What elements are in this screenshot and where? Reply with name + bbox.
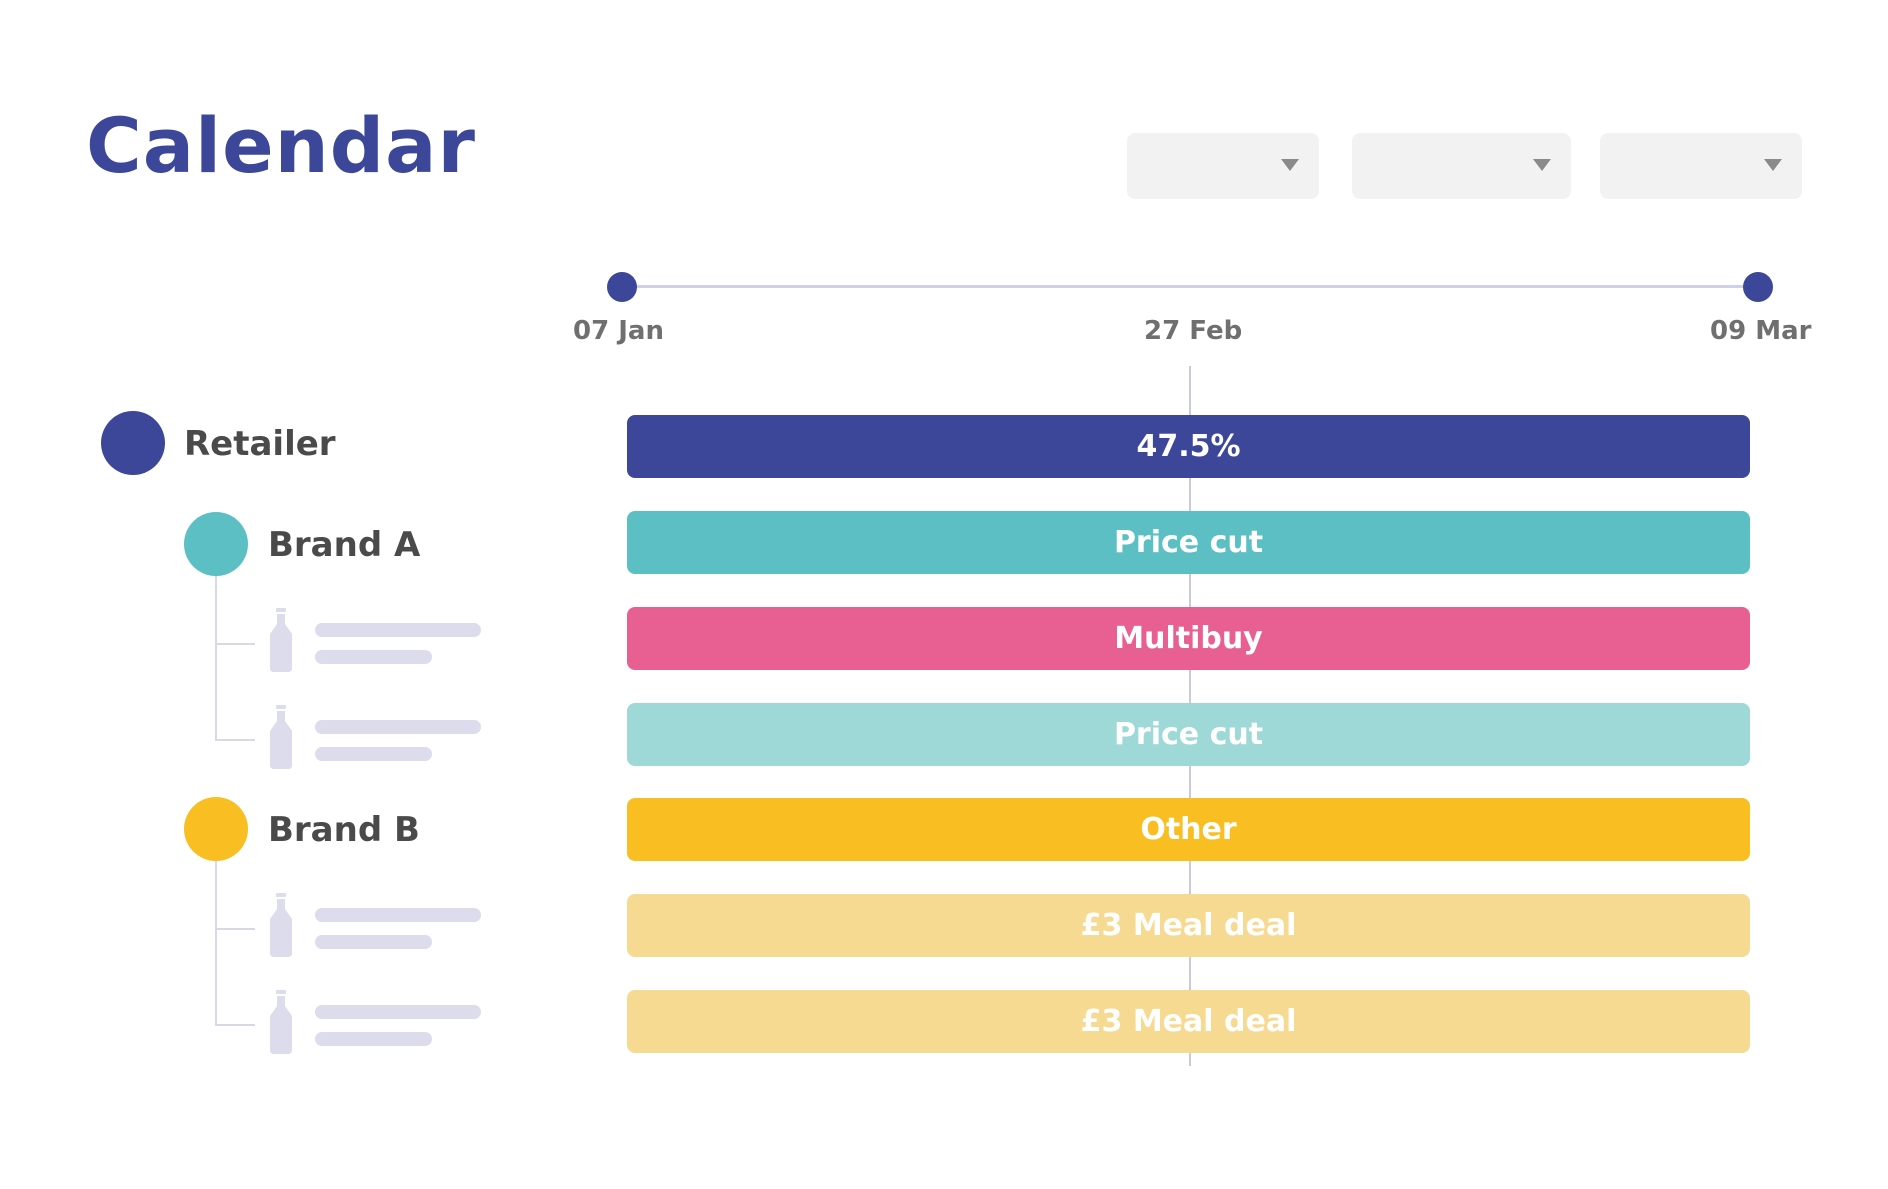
promo-bar-brand-a-product-1[interactable]: Multibuy — [627, 607, 1750, 670]
retailer-dot — [101, 411, 165, 475]
brand-a-label[interactable]: Brand A — [268, 525, 421, 565]
bottle-icon — [270, 705, 292, 769]
bottle-icon — [270, 893, 292, 957]
bottle-icon — [270, 608, 292, 672]
product-placeholder-line — [315, 623, 481, 637]
product-placeholder-line — [315, 747, 432, 761]
product-placeholder-line — [315, 650, 432, 664]
brand-b-branch-1 — [215, 928, 255, 930]
promo-bar-label: 47.5% — [1136, 429, 1241, 464]
brand-a-dot — [184, 512, 248, 576]
product-placeholder-line — [315, 1005, 481, 1019]
brand-b-branch-2 — [215, 1024, 255, 1026]
promo-bar-label: Price cut — [1113, 525, 1264, 560]
brand-a-branch-1 — [215, 643, 255, 645]
retailer-label[interactable]: Retailer — [184, 424, 336, 464]
page-title: Calendar — [86, 101, 476, 190]
product-placeholder-line — [315, 720, 481, 734]
promo-bar-brand-a[interactable]: Price cut — [627, 511, 1750, 574]
brand-a-tree-line — [215, 576, 217, 740]
chevron-down-icon — [1533, 159, 1551, 171]
promo-bar-brand-a-product-2[interactable]: Price cut — [627, 703, 1750, 766]
promo-bar-brand-b[interactable]: Other — [627, 798, 1750, 861]
timeline-mid-label: 27 Feb — [1144, 316, 1243, 346]
product-placeholder-line — [315, 935, 432, 949]
product-placeholder-line — [315, 908, 481, 922]
promo-bar-label: Price cut — [1113, 717, 1264, 752]
timeline-start-handle[interactable] — [607, 272, 637, 302]
promo-bar-retailer[interactable]: 47.5% — [627, 415, 1750, 478]
timeline-end-handle[interactable] — [1743, 272, 1773, 302]
promo-bar-label: Other — [1140, 812, 1237, 847]
filter-dropdown-2[interactable] — [1352, 133, 1571, 199]
promo-bar-label: Multibuy — [1114, 621, 1263, 656]
promo-bar-brand-b-product-1[interactable]: £3 Meal deal — [627, 894, 1750, 957]
product-placeholder-line — [315, 1032, 432, 1046]
chevron-down-icon — [1281, 159, 1299, 171]
filter-dropdown-3[interactable] — [1600, 133, 1802, 199]
bottle-icon — [270, 990, 292, 1054]
brand-b-label[interactable]: Brand B — [268, 810, 420, 850]
timeline-end-label: 09 Mar — [1710, 316, 1812, 346]
promo-bar-label: £3 Meal deal — [1080, 908, 1297, 943]
filter-dropdown-1[interactable] — [1127, 133, 1319, 199]
promo-bar-brand-b-product-2[interactable]: £3 Meal deal — [627, 990, 1750, 1053]
brand-b-dot — [184, 797, 248, 861]
chevron-down-icon — [1764, 159, 1782, 171]
timeline-track — [620, 285, 1750, 288]
promo-bar-label: £3 Meal deal — [1080, 1004, 1297, 1039]
brand-a-branch-2 — [215, 739, 255, 741]
timeline-start-label: 07 Jan — [573, 316, 664, 346]
brand-b-tree-line — [215, 861, 217, 1025]
